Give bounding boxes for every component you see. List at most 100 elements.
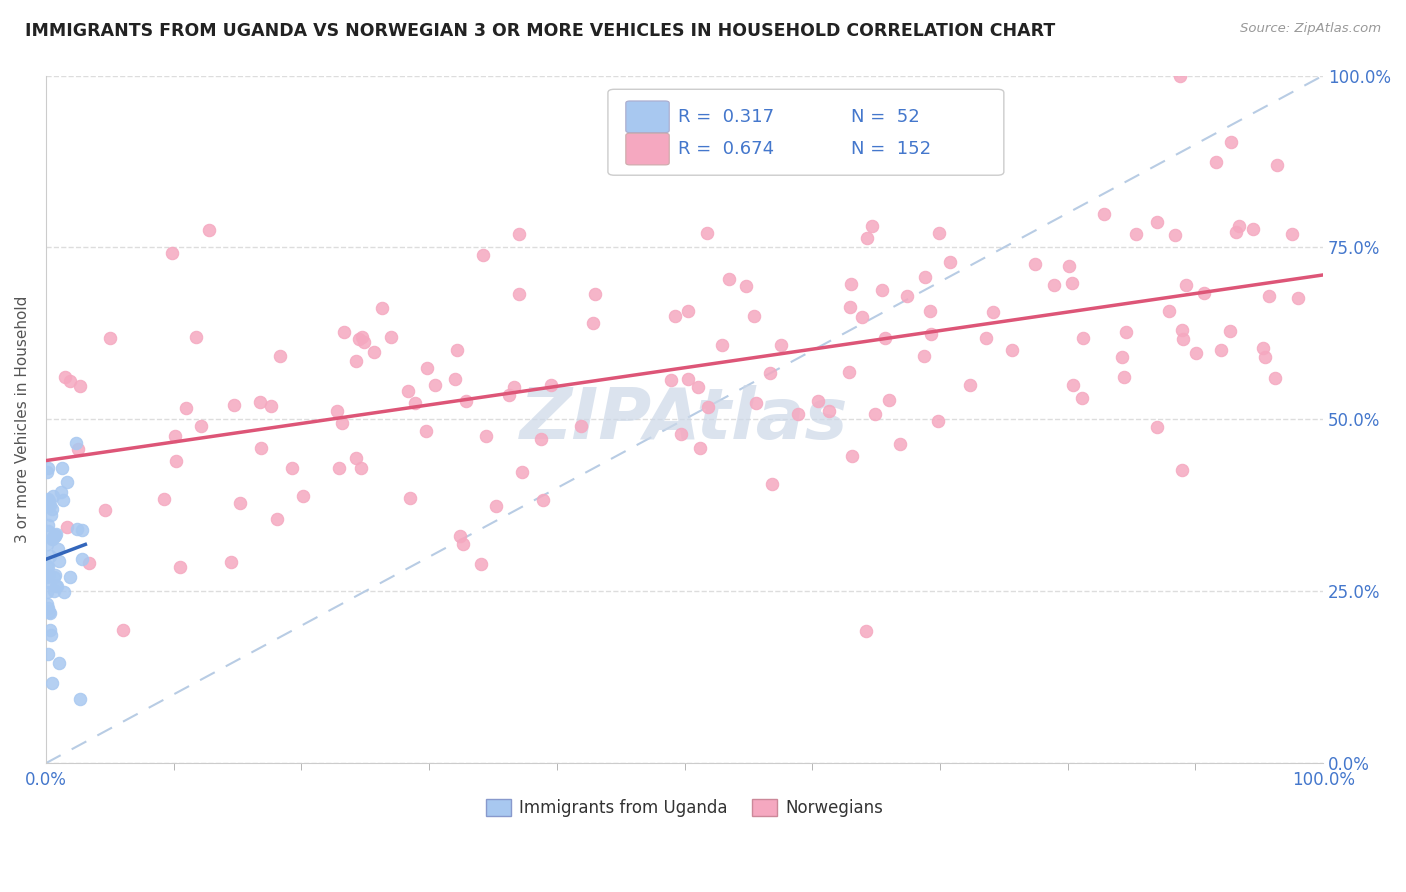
Point (1184, 345, 1206, 359)
Point (449, 529, 471, 543)
Point (939, 255, 962, 269)
Point (855, 624, 877, 638)
Point (44, 527, 66, 541)
Text: R =  0.317: R = 0.317 (678, 108, 775, 126)
Point (70, 552, 93, 566)
Point (508, 286, 530, 301)
Point (889, 436, 911, 450)
Point (190, 419, 212, 434)
Point (956, 128, 979, 143)
Text: R =  0.674: R = 0.674 (678, 140, 775, 158)
Point (292, 489, 315, 503)
Point (380, 329, 402, 343)
Text: Source: ZipAtlas.com: Source: ZipAtlas.com (1240, 22, 1381, 36)
Point (53, 370, 76, 384)
Point (38, 549, 60, 563)
Legend: Immigrants from Uganda, Norwegians: Immigrants from Uganda, Norwegians (479, 792, 890, 823)
Point (45, 579, 67, 593)
Point (347, 332, 370, 346)
Point (44, 568, 66, 582)
Point (98, 331, 121, 345)
Point (229, 496, 252, 510)
Point (1264, 371, 1286, 385)
Point (37, 600, 59, 615)
Point (70, 523, 93, 537)
Point (404, 396, 426, 410)
Point (855, 231, 877, 245)
Point (485, 499, 508, 513)
Point (759, 367, 782, 381)
Point (873, 331, 896, 345)
Point (1168, 69, 1191, 83)
Point (1146, 420, 1168, 434)
Point (77, 556, 100, 570)
Point (734, 279, 756, 293)
Point (370, 301, 392, 315)
Point (94, 503, 117, 517)
Point (1209, 343, 1232, 358)
Point (1062, 378, 1084, 392)
Point (510, 465, 533, 479)
Point (451, 537, 474, 551)
Point (918, 304, 941, 318)
Point (1059, 259, 1081, 273)
Point (396, 384, 419, 399)
Point (353, 334, 375, 349)
Point (350, 330, 373, 344)
Point (165, 428, 187, 442)
Point (769, 338, 792, 352)
Point (1219, 324, 1241, 338)
Point (870, 283, 893, 297)
Point (697, 400, 720, 414)
Point (877, 392, 900, 407)
Point (35, 585, 58, 599)
Point (399, 491, 422, 505)
Point (530, 432, 553, 446)
Point (42, 570, 65, 584)
Point (37, 560, 59, 574)
Point (37, 517, 59, 532)
Point (69, 379, 91, 393)
Point (1265, 158, 1288, 172)
Y-axis label: 3 or more Vehicles in Household: 3 or more Vehicles in Household (15, 295, 30, 543)
Point (174, 401, 197, 416)
Point (1125, 227, 1147, 242)
Point (1205, 154, 1227, 169)
Point (863, 407, 886, 421)
Point (744, 395, 766, 409)
Point (250, 441, 273, 455)
Point (474, 429, 496, 443)
Point (1024, 257, 1046, 271)
Point (165, 454, 187, 468)
Point (249, 395, 271, 409)
Point (35, 537, 58, 551)
Point (48, 657, 70, 671)
Point (1115, 325, 1137, 339)
Point (502, 380, 524, 394)
Point (1170, 323, 1192, 337)
Point (839, 301, 862, 315)
Point (696, 226, 718, 240)
Point (59, 374, 82, 388)
Point (807, 394, 830, 409)
Point (42, 489, 65, 503)
Point (269, 349, 291, 363)
Point (659, 373, 682, 387)
Point (48, 554, 70, 568)
Point (1146, 215, 1168, 229)
Point (112, 624, 135, 638)
Point (44, 528, 66, 542)
Point (1220, 136, 1243, 150)
Point (39, 508, 62, 522)
Point (415, 424, 437, 438)
Point (330, 416, 353, 430)
Point (41, 502, 63, 516)
Point (219, 555, 242, 569)
Point (1254, 350, 1277, 364)
Point (344, 450, 367, 465)
Point (472, 248, 495, 262)
Point (35, 597, 58, 611)
Point (912, 349, 935, 363)
Point (454, 394, 477, 409)
Point (160, 245, 183, 260)
